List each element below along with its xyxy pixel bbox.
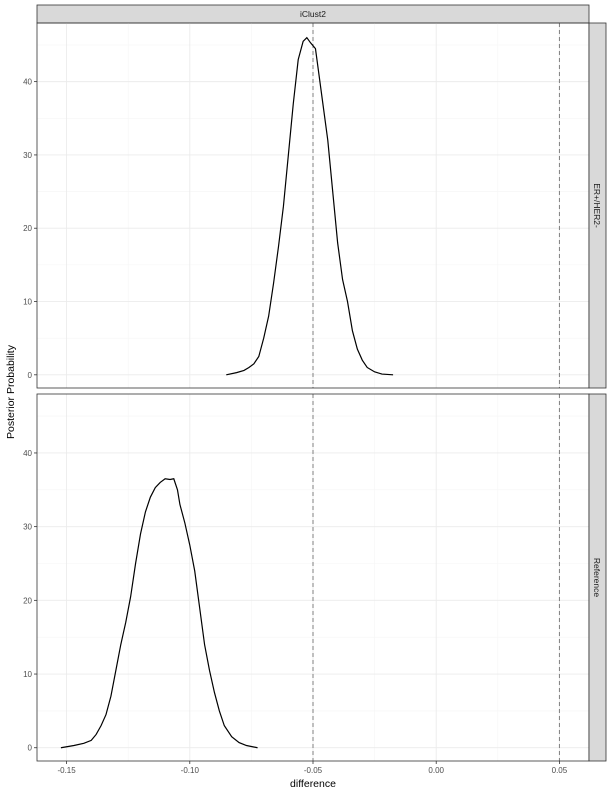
row-strip-label: ER+/HER2- <box>592 183 602 228</box>
column-strip-label: iClust2 <box>300 9 326 19</box>
x-axis: -0.15 -0.10 -0.05 0.00 0.05 <box>57 761 568 775</box>
column-strip: iClust2 <box>36 4 590 24</box>
x-tick-label: 0.05 <box>552 766 568 775</box>
y-tick-label: 0 <box>28 744 33 753</box>
row-strip-label: Reference <box>592 558 602 597</box>
y-tick-label: 30 <box>23 523 32 532</box>
row-strip-box <box>588 22 607 389</box>
panel-reference: 0 10 20 30 40 Reference <box>23 393 607 762</box>
y-tick-labels: 0 10 20 30 40 <box>23 449 37 753</box>
y-tick-label: 40 <box>23 449 32 458</box>
y-tick-label: 40 <box>23 78 32 87</box>
x-tick-label: -0.15 <box>57 766 76 775</box>
y-axis-title: Posterior Probability <box>5 344 17 439</box>
y-tick-label: 10 <box>23 670 32 679</box>
x-tick-label: 0.00 <box>428 766 444 775</box>
x-tick-label: -0.10 <box>181 766 200 775</box>
reference-lines <box>312 394 560 761</box>
reference-lines <box>312 23 560 388</box>
y-tick-label: 0 <box>28 371 33 380</box>
y-tick-label: 10 <box>23 298 32 307</box>
density-curve <box>60 478 258 749</box>
row-strip-box <box>588 393 607 762</box>
density-curve <box>226 36 394 376</box>
y-tick-label: 30 <box>23 151 32 160</box>
x-tick-label: -0.05 <box>304 766 323 775</box>
y-tick-labels: 0 10 20 30 40 <box>23 78 37 380</box>
y-tick-label: 20 <box>23 596 32 605</box>
x-axis-title: difference <box>290 778 336 790</box>
panel-er-her2: 0 10 20 30 40 ER+/HER2- <box>23 22 607 389</box>
y-tick-label: 20 <box>23 224 32 233</box>
